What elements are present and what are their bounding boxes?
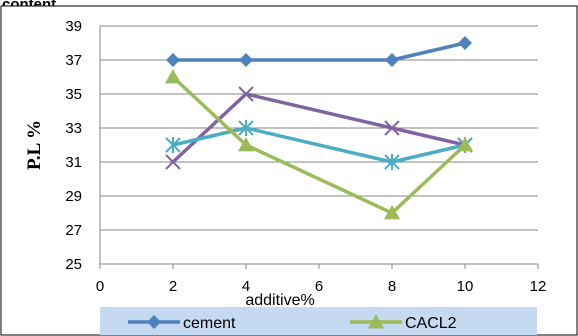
x-axis-label: additive% <box>245 292 314 309</box>
data-point-1 <box>457 137 473 152</box>
data-point-2 <box>384 120 400 136</box>
y-tick-label: 39 <box>65 18 82 35</box>
data-point-3 <box>165 137 181 153</box>
data-point-1 <box>384 205 400 220</box>
x-tick-label: 0 <box>96 278 104 295</box>
data-point-1 <box>165 69 181 84</box>
legend-marker <box>368 314 384 329</box>
y-tick-label: 29 <box>65 188 82 205</box>
chart-frame <box>0 5 578 336</box>
series-line-1 <box>171 75 467 215</box>
x-tick-label: 2 <box>169 278 177 295</box>
legend-label: CACL2 <box>405 315 457 332</box>
x-tick-label: 12 <box>530 278 547 295</box>
legend-label: cement <box>183 315 236 332</box>
data-point-0 <box>239 53 253 67</box>
x-tick-label: 10 <box>457 278 474 295</box>
y-tick-label: 37 <box>65 52 82 69</box>
data-point-3 <box>238 120 254 136</box>
data-point-0 <box>458 36 472 50</box>
y-tick-label: 31 <box>65 154 82 171</box>
data-point-3 <box>384 154 400 170</box>
series-line-2 <box>171 92 466 164</box>
x-tick-label: 8 <box>388 278 396 295</box>
data-point-1 <box>238 137 254 152</box>
y-tick-label: 35 <box>65 86 82 103</box>
y-axis-label: P.L % <box>24 120 45 170</box>
y-tick-label: 27 <box>65 222 82 239</box>
data-point-2 <box>165 154 181 170</box>
series-line-0 <box>173 41 466 62</box>
x-tick-label: 4 <box>242 278 250 295</box>
y-tick-label: 33 <box>65 120 82 137</box>
data-point-0 <box>166 53 180 67</box>
legend-marker <box>147 315 161 329</box>
data-point-2 <box>238 86 254 102</box>
data-point-0 <box>385 53 399 67</box>
x-tick-label: 6 <box>315 278 323 295</box>
series-line-3 <box>172 126 466 164</box>
y-tick-label: 25 <box>65 256 82 273</box>
